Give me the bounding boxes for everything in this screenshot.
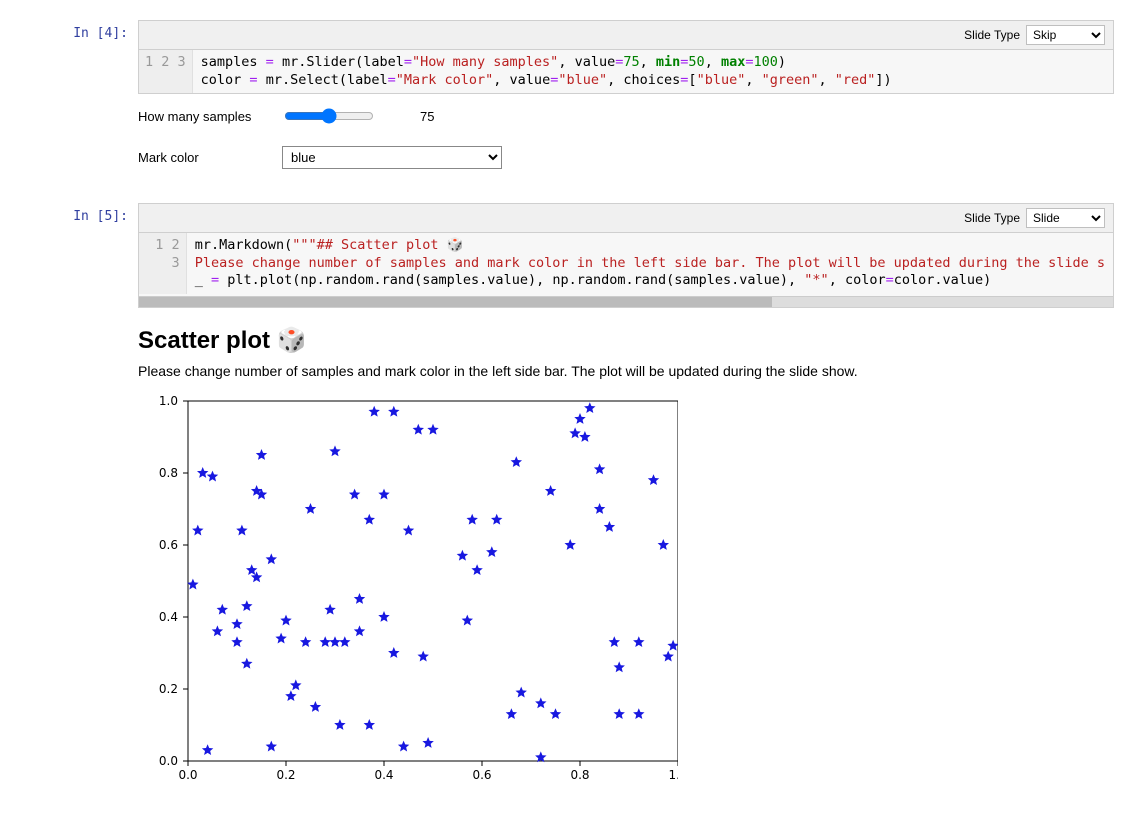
code-gutter: 1 2 3 <box>139 233 187 294</box>
slide-type-label: Slide Type <box>964 211 1020 225</box>
cell-4-body: Slide Type SkipSlideSub-SlideFragmentNot… <box>138 20 1114 197</box>
cell-5-toolbar: Slide Type SkipSlideSub-SlideFragmentNot… <box>138 203 1114 233</box>
slide-type-select[interactable]: SkipSlideSub-SlideFragmentNotes- <box>1026 25 1105 45</box>
cell-5-output: Scatter plot 🎲 Please change number of s… <box>138 326 1114 782</box>
cell-5-prompt: In [5]: <box>8 203 138 224</box>
cell-5-body: Slide Type SkipSlideSub-SlideFragmentNot… <box>138 203 1114 782</box>
svg-text:0.4: 0.4 <box>374 768 393 779</box>
cell-5-code[interactable]: 1 2 3 mr.Markdown("""## Scatter plot 🎲 P… <box>138 233 1114 308</box>
scatter-chart: 0.0 0.2 0.4 0.6 0.8 1.0 0.0 0.2 0.4 0.6 0.8 1.0 <box>138 391 1114 782</box>
svg-text:0.8: 0.8 <box>159 466 178 480</box>
output-paragraph: Please change number of samples and mark… <box>138 363 1114 379</box>
svg-text:0.6: 0.6 <box>472 768 491 779</box>
cell-4: In [4]: Slide Type SkipSlideSub-SlideFra… <box>8 20 1114 197</box>
slider-row: How many samples 75 <box>138 106 1114 126</box>
svg-text:0.0: 0.0 <box>178 768 197 779</box>
output-title: Scatter plot 🎲 <box>138 326 1114 355</box>
code-lines: mr.Markdown("""## Scatter plot 🎲 Please … <box>187 233 1113 294</box>
cell-5: In [5]: Slide Type SkipSlideSub-SlideFra… <box>8 203 1114 782</box>
svg-text:0.2: 0.2 <box>276 768 295 779</box>
svg-text:0.4: 0.4 <box>159 610 178 624</box>
notebook-root: In [4]: Slide Type SkipSlideSub-SlideFra… <box>0 0 1122 808</box>
select-row: Mark color bluegreenred <box>138 146 1114 169</box>
slider-value-display: 75 <box>420 109 434 124</box>
svg-text:0.2: 0.2 <box>159 682 178 696</box>
cell-4-prompt: In [4]: <box>8 20 138 41</box>
svg-text:0.0: 0.0 <box>159 754 178 768</box>
svg-text:1.0: 1.0 <box>159 394 178 408</box>
svg-text:1.0: 1.0 <box>668 768 678 779</box>
cell-4-code[interactable]: 1 2 3 samples = mr.Slider(label="How man… <box>138 50 1114 94</box>
svg-text:0.6: 0.6 <box>159 538 178 552</box>
code-gutter: 1 2 3 <box>139 50 193 93</box>
slide-type-label: Slide Type <box>964 28 1020 42</box>
horizontal-scrollbar[interactable] <box>139 296 1113 307</box>
cell-4-output-widgets: How many samples 75 Mark color bluegreen… <box>138 94 1114 197</box>
svg-text:0.8: 0.8 <box>570 768 589 779</box>
slide-type-select[interactable]: SkipSlideSub-SlideFragmentNotes- <box>1026 208 1105 228</box>
cell-4-toolbar: Slide Type SkipSlideSub-SlideFragmentNot… <box>138 20 1114 50</box>
slider-label: How many samples <box>138 109 268 124</box>
code-lines: samples = mr.Slider(label="How many samp… <box>193 50 900 93</box>
samples-slider[interactable] <box>284 108 374 124</box>
mark-color-select[interactable]: bluegreenred <box>282 146 502 169</box>
select-label: Mark color <box>138 150 268 165</box>
